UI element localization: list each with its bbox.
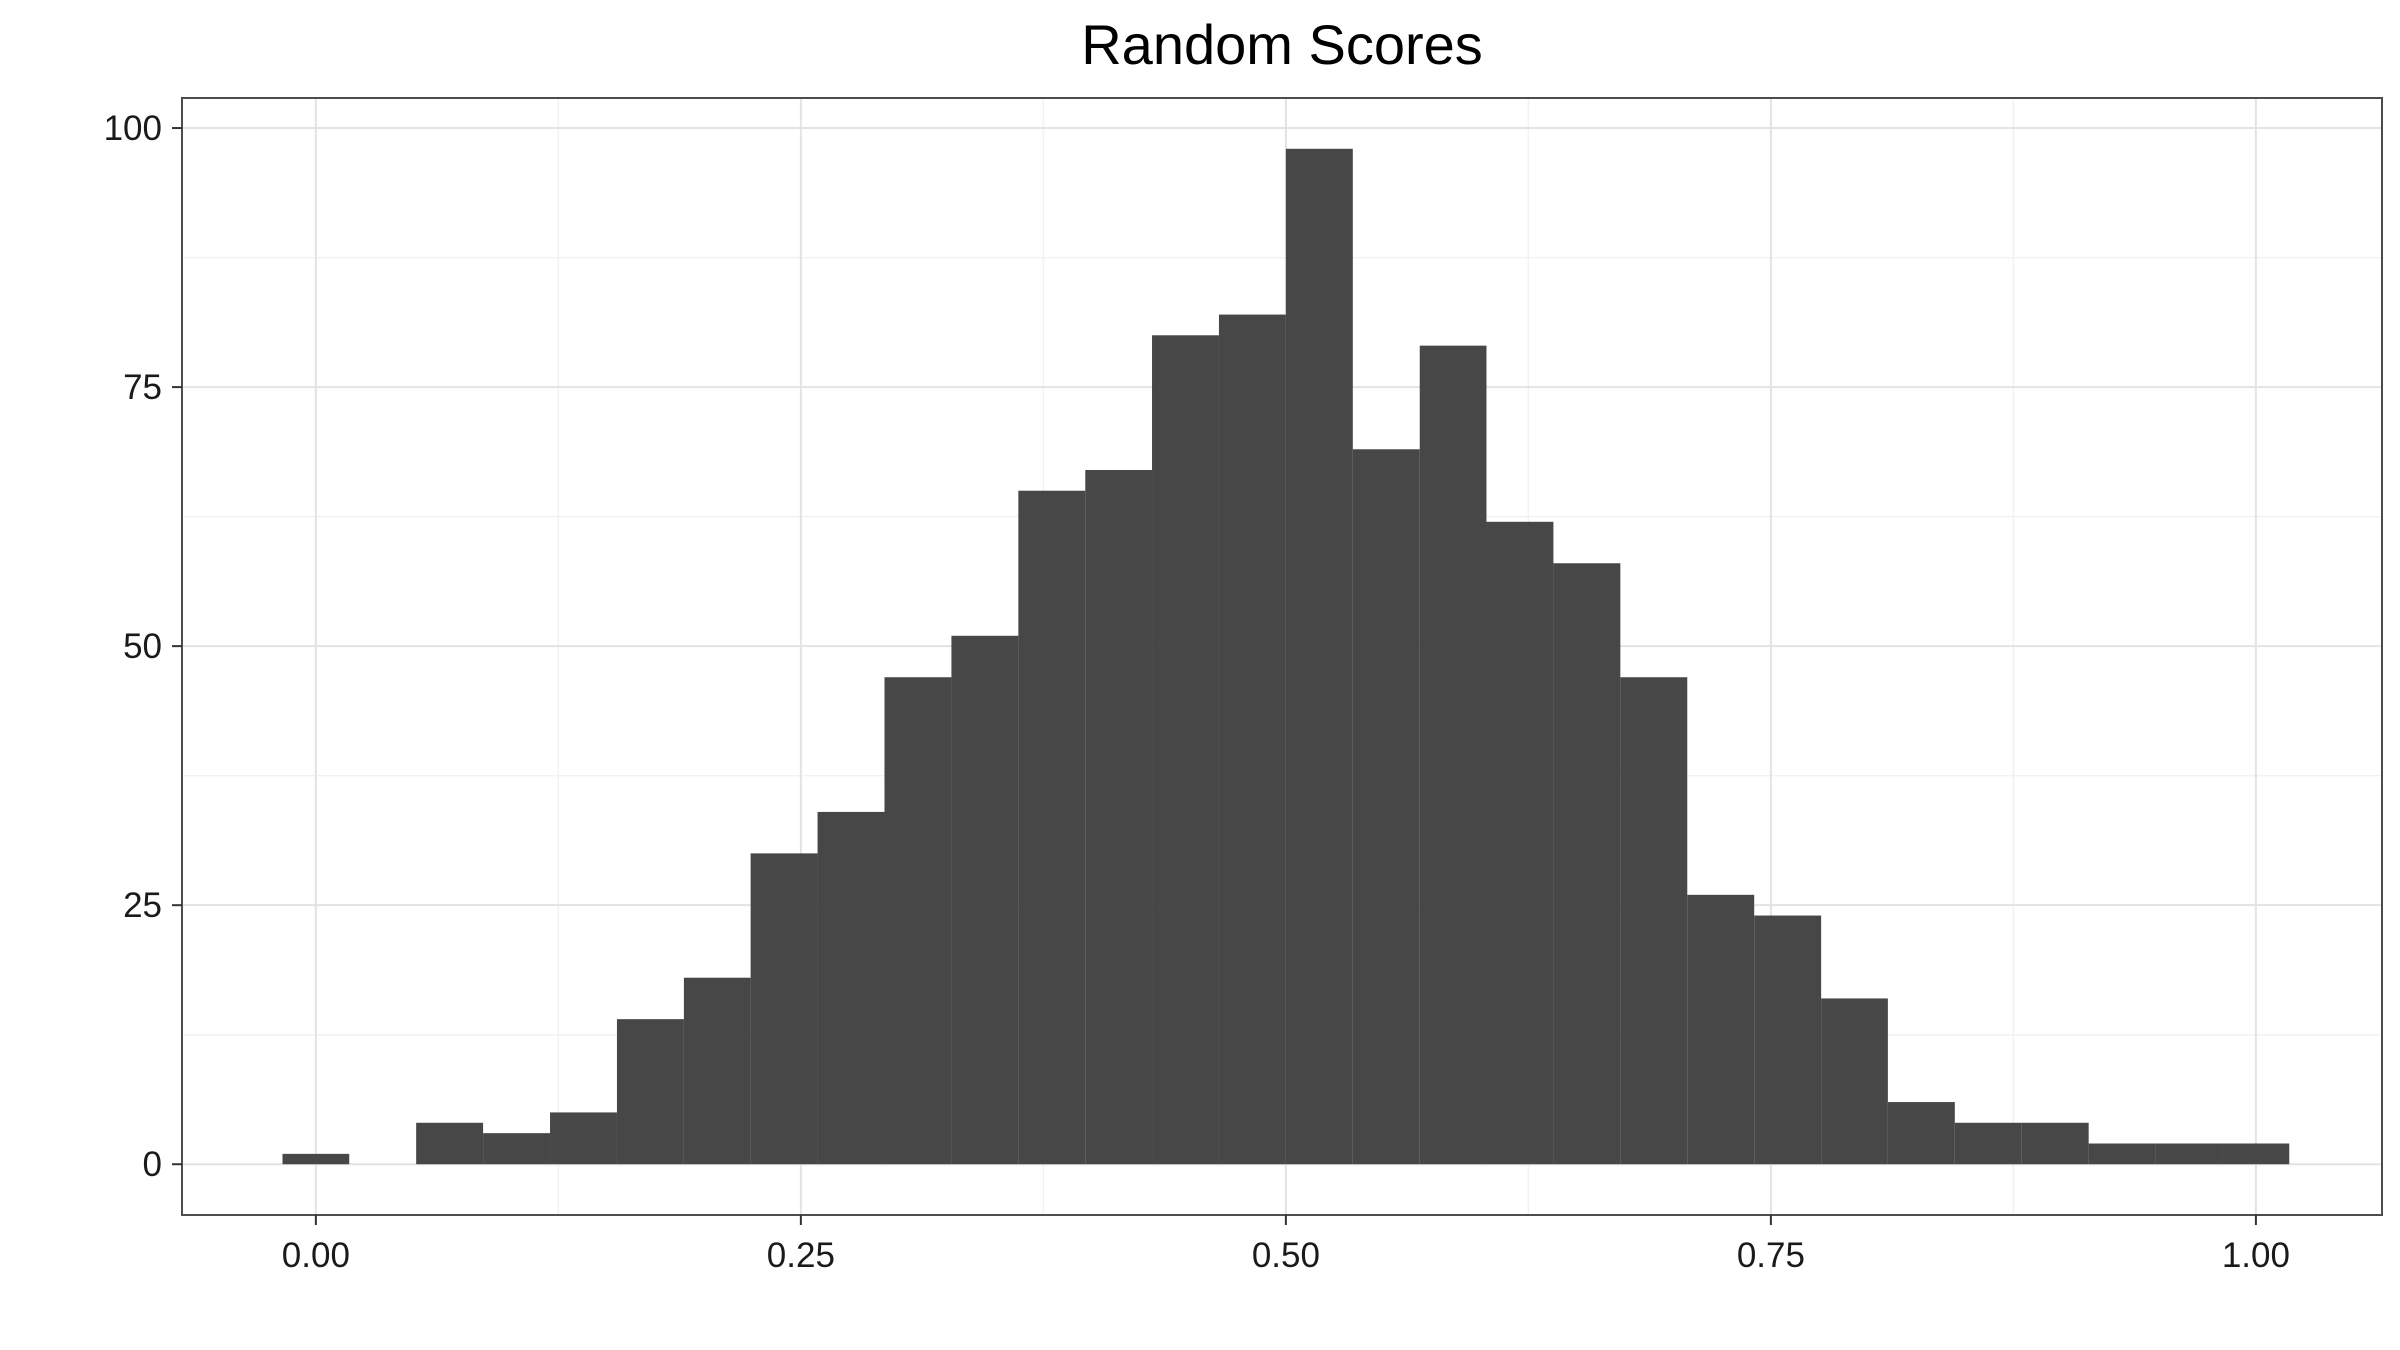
x-tick-label: 0.25 bbox=[767, 1236, 835, 1275]
x-axis-tick-labels: 0.00 0.25 0.50 0.75 1.00 bbox=[282, 1236, 2290, 1275]
histogram-bar bbox=[750, 853, 818, 1165]
histogram-bars bbox=[282, 148, 2290, 1165]
histogram-bar bbox=[1352, 449, 1420, 1165]
axis-ticks bbox=[172, 127, 2257, 1225]
histogram-bar bbox=[1018, 490, 1086, 1165]
histogram-bar bbox=[1821, 998, 1888, 1165]
histogram-bar bbox=[1620, 677, 1688, 1165]
histogram-bar bbox=[2021, 1122, 2089, 1165]
histogram-bar bbox=[1152, 335, 1219, 1165]
histogram-bar bbox=[884, 677, 952, 1165]
histogram-bar bbox=[2222, 1143, 2290, 1165]
y-tick-label: 50 bbox=[123, 627, 162, 666]
histogram-bar bbox=[1218, 314, 1286, 1165]
histogram-bar bbox=[1285, 148, 1353, 1165]
histogram-bar bbox=[2155, 1143, 2223, 1165]
histogram-bar bbox=[951, 635, 1019, 1165]
histogram-bar bbox=[1486, 521, 1554, 1165]
y-axis-tick-labels: 0 25 50 75 100 bbox=[104, 109, 162, 1184]
histogram-bar bbox=[550, 1112, 617, 1165]
histogram-bar bbox=[483, 1133, 551, 1165]
panel-border bbox=[181, 97, 2383, 1216]
y-tick-label: 0 bbox=[143, 1145, 162, 1184]
histogram-bar bbox=[416, 1122, 484, 1165]
histogram-bar bbox=[683, 977, 751, 1165]
histogram-bar bbox=[282, 1153, 350, 1165]
histogram-bar bbox=[1887, 1102, 1955, 1165]
histogram-bar bbox=[1754, 915, 1822, 1165]
y-tick-label: 25 bbox=[123, 886, 162, 925]
histogram-bar bbox=[817, 811, 885, 1165]
histogram-bar bbox=[1553, 563, 1621, 1165]
x-tick-label: 0.50 bbox=[1252, 1236, 1320, 1275]
x-tick-label: 0.00 bbox=[282, 1236, 350, 1275]
histogram-bar bbox=[1419, 345, 1487, 1165]
y-tick-label: 100 bbox=[104, 109, 162, 148]
chart-title: Random Scores bbox=[1081, 13, 1483, 76]
histogram-bar bbox=[616, 1019, 684, 1165]
histogram-bar bbox=[1085, 469, 1153, 1165]
x-tick-label: 1.00 bbox=[2222, 1236, 2290, 1275]
y-tick-label: 75 bbox=[123, 368, 162, 407]
x-tick-label: 0.75 bbox=[1737, 1236, 1805, 1275]
histogram-bar bbox=[1687, 894, 1755, 1165]
histogram-bar bbox=[1954, 1122, 2022, 1165]
histogram-bar bbox=[2088, 1143, 2156, 1165]
